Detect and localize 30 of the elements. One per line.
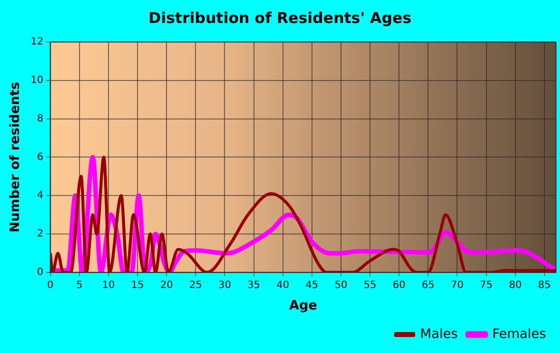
y-tick-label: 0 bbox=[36, 266, 44, 278]
x-tick-label: 65 bbox=[422, 280, 434, 291]
x-tick-label: 0 bbox=[47, 280, 54, 291]
x-tick-label: 55 bbox=[364, 280, 376, 291]
x-axis-title: Age bbox=[289, 298, 318, 314]
chart-title: Distribution of Residents' Ages bbox=[148, 8, 412, 27]
legend-label: Females bbox=[492, 326, 546, 342]
y-tick-label: 2 bbox=[36, 228, 44, 240]
x-tick-label: 60 bbox=[392, 280, 406, 291]
x-tick-label: 45 bbox=[306, 280, 318, 291]
y-axis-title: Number of residents bbox=[8, 82, 24, 233]
x-tick-label: 80 bbox=[508, 280, 522, 291]
x-tick-label: 70 bbox=[450, 280, 464, 291]
y-tick-label: 10 bbox=[30, 74, 44, 86]
x-tick-label: 30 bbox=[218, 280, 232, 291]
x-tick-label: 40 bbox=[276, 280, 290, 291]
x-tick-label: 5 bbox=[76, 280, 83, 291]
legend-label: Males bbox=[420, 326, 458, 342]
x-tick-label: 85 bbox=[538, 280, 551, 291]
x-tick-label: 35 bbox=[247, 280, 260, 291]
x-tick-label: 75 bbox=[480, 280, 493, 291]
x-tick-label: 15 bbox=[131, 280, 144, 291]
x-tick-label: 10 bbox=[102, 280, 115, 291]
x-tick-label: 50 bbox=[334, 280, 348, 291]
y-tick-label: 6 bbox=[36, 152, 44, 163]
y-tick-label: 8 bbox=[36, 113, 44, 124]
y-tick-label: 4 bbox=[36, 190, 44, 202]
x-tick-label: 20 bbox=[160, 280, 173, 291]
x-tick-label: 25 bbox=[189, 280, 202, 291]
y-tick-label: 12 bbox=[30, 36, 44, 48]
